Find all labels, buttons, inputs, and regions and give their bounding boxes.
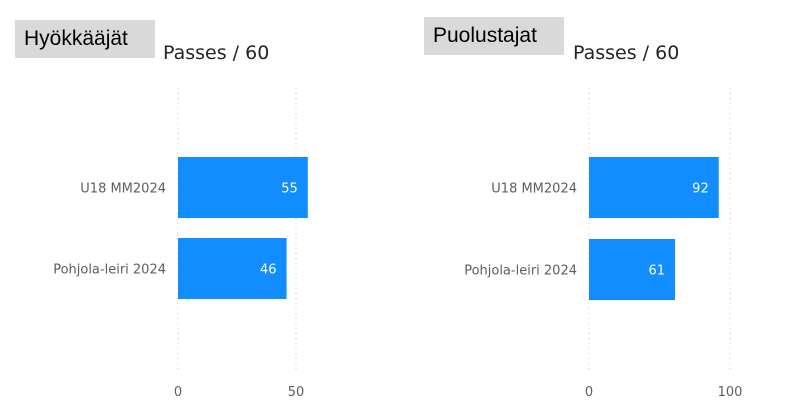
data-label: 92: [692, 182, 709, 197]
x-tick-label: 0: [585, 385, 593, 400]
data-label: 55: [281, 182, 298, 197]
data-label: 61: [648, 264, 665, 279]
bar[interactable]: [178, 157, 308, 218]
panel-label-defenders: Puolustajat: [424, 17, 564, 55]
category-label: Pohjola-leiri 2024: [464, 264, 577, 279]
chart-title-forwards: Passes / 60: [163, 42, 270, 64]
category-label: Pohjola-leiri 2024: [53, 263, 166, 278]
bar[interactable]: [589, 157, 719, 218]
x-tick-label: 0: [174, 385, 182, 400]
x-tick-label: 100: [718, 385, 743, 400]
data-label: 46: [260, 263, 277, 278]
bar[interactable]: [178, 238, 287, 299]
bar[interactable]: [589, 239, 676, 300]
x-tick-label: 50: [288, 385, 305, 400]
category-label: U18 MM2024: [80, 182, 166, 197]
panel-label-forwards: Hyökkääjät: [15, 20, 155, 58]
chart-title-defenders: Passes / 60: [573, 42, 680, 64]
bar-chart-forwards: 0 50 U18 MM2024 55 Pohjola-leiri 2024 46: [53, 88, 308, 400]
category-label: U18 MM2024: [491, 182, 577, 197]
